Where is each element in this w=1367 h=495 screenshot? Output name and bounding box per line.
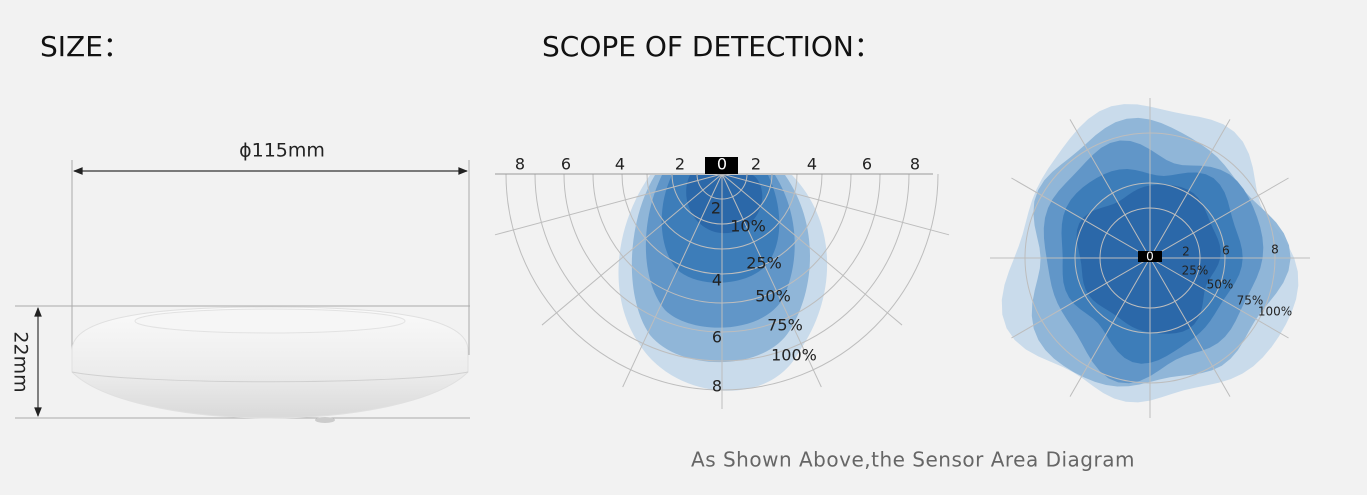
coverage-label: 75% [767, 316, 803, 335]
coverage-label: 25% [746, 254, 782, 273]
center-label: 0 [1146, 250, 1154, 264]
product-drawing [15, 160, 470, 423]
grid-ray [494, 173, 723, 236]
diameter-label: ϕ115mm [239, 140, 325, 162]
size-title: SIZE： [40, 30, 131, 63]
sensor-marker [1138, 251, 1162, 262]
grid-ray [721, 173, 822, 388]
distance-label: 8 [910, 155, 920, 174]
distance-label: 8 [1271, 243, 1279, 257]
sensor-marker [705, 157, 738, 174]
top-view-diagram: 0 2 6 8 25%50%75%100% [990, 98, 1310, 418]
distance-label: 2 [675, 155, 685, 174]
distance-label: 6 [1222, 244, 1230, 258]
distance-label: 6 [862, 155, 872, 174]
distance-label: 6 [561, 155, 571, 174]
grid-ray [1069, 257, 1151, 397]
grid-ray [1069, 119, 1151, 259]
coverage-label: 100% [1258, 305, 1292, 319]
coverage-label: 75% [1237, 294, 1264, 308]
grid-ray [1149, 177, 1289, 259]
coverage-label: 10% [730, 217, 766, 236]
coverage-label: 100% [771, 346, 817, 365]
distance-label: 2 [751, 155, 761, 174]
distance-label: 0 [717, 155, 727, 174]
grid-ray [721, 173, 903, 326]
coverage-label: 50% [755, 287, 791, 306]
grid-ray [1149, 119, 1231, 259]
depth-label: 8 [712, 377, 722, 396]
distance-label: 4 [615, 155, 625, 174]
depth-label: 6 [712, 328, 722, 347]
distance-label: 4 [807, 155, 817, 174]
grid-ray [541, 173, 723, 326]
coverage-label: 25% [1182, 264, 1209, 278]
coverage-label: 50% [1207, 278, 1234, 292]
grid-ray [1149, 257, 1289, 339]
caption: As Shown Above,the Sensor Area Diagram [691, 448, 1135, 472]
side-view-diagram: 8 6 4 2 0 2 4 6 8 2 4 6 8 10% 25% 50% 75% 100% [494, 155, 950, 409]
grid-ray [1011, 257, 1151, 339]
depth-label: 2 [711, 199, 721, 218]
distance-label: 8 [515, 155, 525, 174]
height-label: 22mm [10, 331, 32, 392]
grid-ray [622, 173, 723, 388]
grid-ray [1011, 177, 1151, 259]
grid-ray [721, 173, 950, 236]
grid-ray [1149, 257, 1231, 397]
depth-label: 4 [712, 271, 722, 290]
scope-title: SCOPE OF DETECTION： [542, 30, 882, 63]
distance-label: 2 [1182, 245, 1190, 259]
